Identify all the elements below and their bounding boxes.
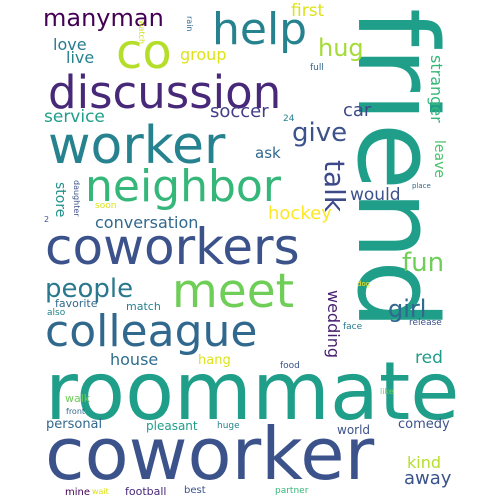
word-kind: kind <box>407 453 442 472</box>
word-red: red <box>415 348 443 368</box>
word-car: car <box>343 100 372 121</box>
word-live: live <box>66 48 95 67</box>
word-group: group <box>180 45 227 64</box>
word-conversation: conversation <box>95 213 199 232</box>
word-fun: fun <box>402 248 445 278</box>
word-wait: wait <box>92 487 109 496</box>
word-talk: talk <box>318 160 351 213</box>
word-hockey: hockey <box>268 203 332 224</box>
word-release: release <box>409 318 442 328</box>
word-personal: personal <box>46 417 103 432</box>
word-partner: partner <box>275 486 309 496</box>
word-best: best <box>184 485 206 496</box>
word-comedy: comedy <box>398 417 450 432</box>
word-also: also <box>47 308 66 318</box>
word-coworkers: coworkers <box>45 218 300 276</box>
word-world: world <box>337 423 371 437</box>
word-match: match <box>126 300 161 313</box>
word-girl: girl <box>388 295 427 323</box>
word-house: house <box>110 350 159 369</box>
word-food: food <box>280 361 300 371</box>
word-ask: ask <box>255 144 281 162</box>
word-first: first <box>291 1 325 21</box>
word-like: like <box>380 387 394 396</box>
word-stranger: stranger <box>427 55 446 123</box>
word-co: co <box>116 24 172 80</box>
word-roommate: roommate <box>45 345 460 438</box>
word-football: football <box>125 485 167 498</box>
word-away: away <box>404 468 452 489</box>
word-love: love <box>53 35 87 54</box>
word-worker: worker <box>48 116 226 176</box>
word-wedding: wedding <box>324 290 343 358</box>
word-manyman: manyman <box>43 4 164 32</box>
word-hang: hang <box>198 353 231 368</box>
word-24: 24 <box>283 114 295 124</box>
word-2: 2 <box>44 215 50 224</box>
word-neighbor: neighbor <box>85 161 281 212</box>
word-soccer: soccer <box>210 101 269 122</box>
word-friend: friend <box>333 8 461 330</box>
word-people: people <box>45 274 134 304</box>
word-place: place <box>412 182 431 190</box>
word-front: front <box>66 407 86 416</box>
word-give: give <box>292 118 348 148</box>
word-meet: meet <box>172 264 295 319</box>
word-soon: soon <box>95 201 117 211</box>
word-pleasant: pleasant <box>146 419 198 433</box>
word-help: help <box>212 4 308 55</box>
word-full: full <box>310 63 324 73</box>
word-discussion: discussion <box>48 66 282 119</box>
word-face: face <box>343 322 363 332</box>
word-would: would <box>350 185 401 205</box>
word-daughter: daughter <box>72 180 81 217</box>
word-watch: watch <box>137 20 146 45</box>
word-rain: rain <box>185 16 194 32</box>
word-store: store <box>52 182 68 218</box>
word-coworker: coworker <box>45 412 375 496</box>
word-service: service <box>44 107 105 127</box>
word-walk: walk <box>65 392 91 405</box>
word-colleague: colleague <box>45 306 258 357</box>
word-favorite: favorite <box>55 297 98 310</box>
word-leave: leave <box>431 140 447 178</box>
word-dog: dog <box>357 280 371 288</box>
word-hug: hug <box>318 34 364 62</box>
word-huge: huge <box>217 421 240 431</box>
word-mine: mine <box>65 487 91 498</box>
